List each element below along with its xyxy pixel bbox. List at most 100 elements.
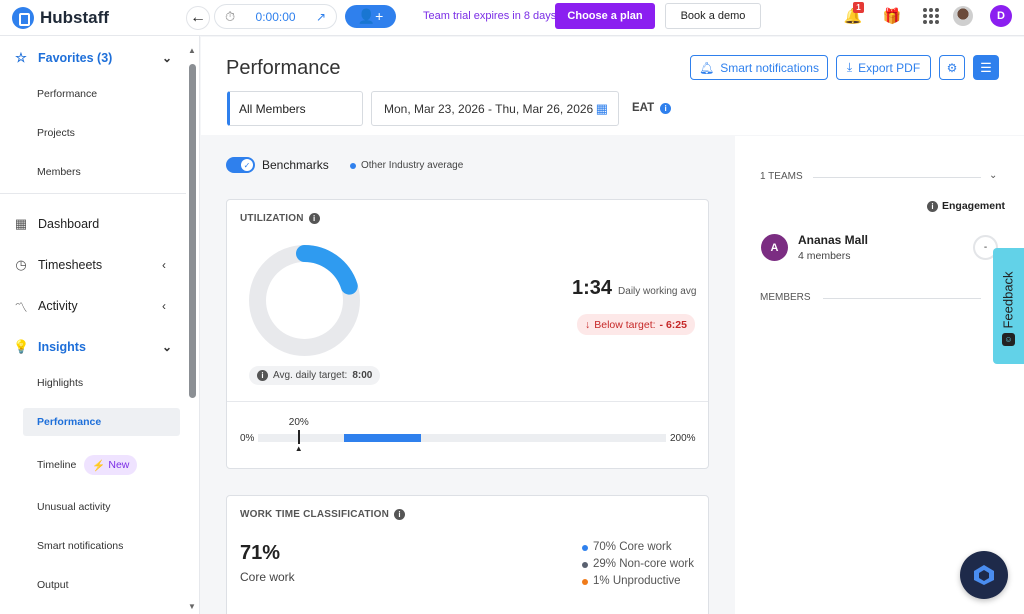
list-icon: ☰	[980, 59, 992, 75]
below-target-value: - 6:25	[659, 318, 687, 331]
scroll-down-arrow[interactable]: ▼	[188, 602, 196, 611]
favorite-item-members[interactable]: Members	[37, 166, 81, 178]
arrow-left-icon: ←	[190, 9, 206, 26]
insights-item-timeline[interactable]: Timeline ⚡ New	[23, 451, 180, 479]
team-member-count: 4 members	[798, 250, 851, 262]
chat-bot-icon	[974, 565, 994, 585]
expand-arrow-icon[interactable]: ↗	[315, 9, 326, 24]
insights-item-label: Timeline	[37, 459, 77, 471]
marker-triangle-icon: ▲	[294, 444, 303, 453]
teams-header: 1 TEAMS	[760, 171, 803, 182]
info-icon[interactable]: i	[308, 213, 320, 224]
legend-item: 70% Core work	[582, 539, 694, 556]
date-range-picker[interactable]: Mon, Mar 23, 2026 - Thu, Mar 26, 2026 ▦	[371, 91, 619, 126]
sidebar-item-label: Dashboard	[38, 217, 100, 231]
favorite-item-projects[interactable]: Projects	[37, 127, 75, 139]
smart-notifications-button[interactable]: 🔔︎ Smart notifications	[690, 55, 828, 80]
hubstaff-logo-icon	[12, 7, 34, 29]
daily-avg-value: 1:34	[572, 277, 613, 299]
chevron-down-icon: ⌄	[162, 51, 173, 65]
info-icon[interactable]: i	[927, 200, 938, 212]
sidebar-item-dashboard[interactable]: ▦ Dashboard	[0, 216, 186, 232]
avg-daily-target-pill: i Avg. daily target: 8:00	[249, 366, 381, 385]
insights-item-unusual-activity[interactable]: Unusual activity	[37, 501, 111, 513]
settings-button[interactable]: ⚙	[939, 55, 965, 80]
daily-avg-label: Daily working avg	[618, 286, 697, 297]
clock-icon: ◷	[15, 257, 27, 272]
book-demo-button[interactable]: Book a demo	[665, 3, 761, 29]
feedback-label[interactable]: Feedback	[1000, 271, 1016, 329]
sidebar-item-timesheets[interactable]: ◷ Timesheets ‹	[0, 257, 186, 273]
info-icon[interactable]: i	[257, 370, 268, 381]
legend-dot	[350, 162, 356, 169]
bell-outline-icon: 🔔︎	[699, 60, 715, 75]
main-content: Benchmarks Other Industry average UTILIZ…	[201, 136, 734, 614]
collapse-sidebar-button[interactable]: ←	[186, 6, 210, 30]
chevron-down-icon[interactable]: ⌄	[989, 170, 998, 181]
apps-grid-icon[interactable]	[923, 8, 939, 24]
timer-value: 0:00:00	[255, 9, 296, 24]
sidebar-favorites-label: Favorites (3)	[38, 51, 113, 65]
gift-icon[interactable]: 🎁	[882, 8, 902, 25]
legend-dot	[582, 578, 588, 585]
scroll-up-arrow[interactable]: ▲	[188, 46, 196, 55]
industry-average-label: Other Industry average	[361, 160, 464, 171]
add-user-icon: 👤+	[357, 8, 384, 24]
timer-widget[interactable]: ⏱ 0:00:00 ↗	[214, 4, 337, 29]
legend-label: 70% Core work	[593, 541, 672, 553]
hubstaff-logo[interactable]: Hubstaff	[12, 7, 109, 29]
favorite-item-performance[interactable]: Performance	[37, 88, 98, 100]
avg-target-value: 8:00	[352, 370, 373, 381]
members-header: MEMBERS	[760, 292, 811, 303]
benchmarks-toggle[interactable]	[226, 157, 255, 173]
sidebar-item-label: Timesheets	[38, 258, 103, 272]
choose-plan-button[interactable]: Choose a plan	[555, 3, 655, 29]
legend-label: 1% Unproductive	[593, 575, 681, 587]
app-name: Hubstaff	[40, 8, 109, 27]
core-work-label: Core work	[240, 570, 295, 584]
help-chat-button[interactable]	[960, 551, 1008, 599]
user-avatar[interactable]: D	[990, 5, 1012, 27]
sidebar-favorites[interactable]: ☆ Favorites (3) ⌄	[0, 50, 186, 66]
chevron-down-icon: ⌄	[162, 340, 173, 354]
range-min-label: 0%	[240, 433, 255, 444]
chevron-left-icon: ‹	[162, 258, 166, 272]
list-view-button[interactable]: ☰	[973, 55, 999, 80]
timezone-value: EAT	[632, 102, 655, 114]
info-icon[interactable]: i	[394, 509, 406, 520]
daily-working-avg: 1:34 Daily working avg	[572, 277, 696, 300]
legend-item: 1% Unproductive	[582, 573, 694, 590]
dashboard-icon: ▦	[14, 216, 28, 231]
range-max-label: 200%	[670, 433, 696, 444]
calendar-icon: ▦	[595, 100, 608, 116]
insights-item-highlights[interactable]: Highlights	[37, 377, 84, 389]
team-name[interactable]: Ananas Mall	[798, 233, 869, 247]
export-pdf-button[interactable]: ⤓ Export PDF	[836, 55, 931, 80]
members-filter-select[interactable]: All Members	[227, 91, 363, 126]
stopwatch-icon: ⏱	[225, 8, 236, 24]
benchmark-range-fill	[343, 434, 422, 442]
user-photo-avatar[interactable]	[953, 6, 973, 26]
add-user-button[interactable]: 👤+	[345, 5, 396, 28]
info-icon[interactable]: i	[660, 102, 672, 114]
activity-icon: 〽	[14, 299, 28, 315]
below-target-pill: ↓ Below target: - 6:25	[577, 314, 695, 335]
sidebar-item-insights[interactable]: 💡 Insights ⌄	[0, 339, 186, 355]
insights-item-performance[interactable]: Performance	[23, 408, 180, 436]
legend-label: 29% Non-core work	[593, 558, 694, 570]
page-header: Performance 🔔︎ Smart notifications ⤓ Exp…	[201, 37, 1024, 135]
chevron-left-icon: ‹	[162, 299, 166, 313]
sparkle-icon: ⚡	[92, 459, 106, 472]
insights-item-output[interactable]: Output	[37, 579, 69, 591]
sidebar-item-activity[interactable]: 〽 Activity ‹	[0, 298, 186, 315]
utilization-marker	[297, 430, 300, 444]
insights-item-smart-notifications[interactable]: Smart notifications	[37, 540, 124, 552]
date-range-value: Mon, Mar 23, 2026 - Thu, Mar 26, 2026	[384, 101, 594, 116]
sidebar-scrollbar-thumb[interactable]	[189, 64, 196, 398]
divider-line	[813, 177, 981, 178]
new-badge: ⚡ New	[84, 455, 138, 475]
legend-dot	[582, 561, 588, 568]
utilization-card: UTILIZATION i i Avg. daily target: 8:00 …	[226, 199, 709, 469]
utilization-range-track	[258, 434, 666, 442]
donut-fill	[249, 245, 360, 356]
